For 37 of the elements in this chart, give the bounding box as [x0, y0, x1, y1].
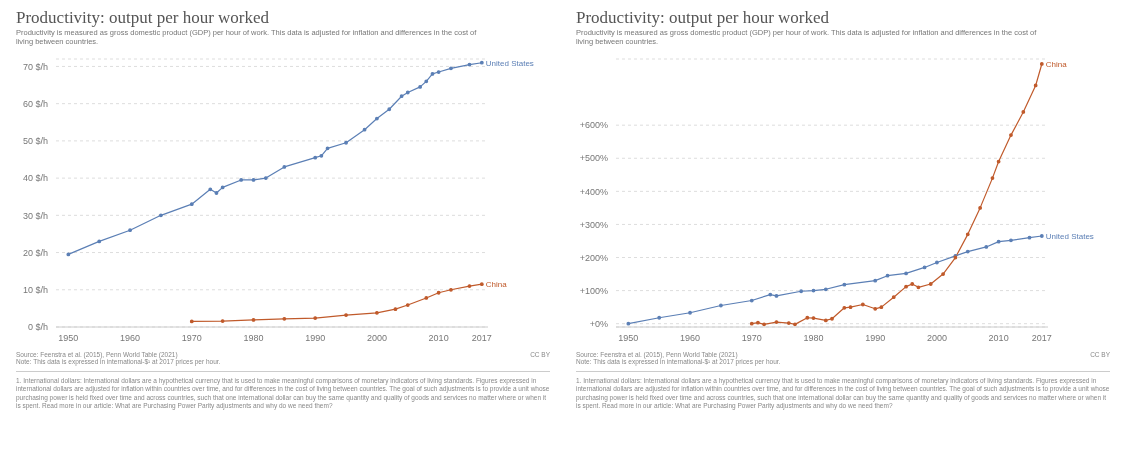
y-tick-label: +400% [579, 186, 608, 197]
x-tick-label: 2000 [366, 333, 387, 344]
chart-title: Productivity: output per hour worked [576, 8, 831, 28]
x-tick-label: 2017 [1031, 333, 1052, 344]
y-tick-label: +0% [589, 318, 608, 329]
y-tick-label: +100% [579, 285, 608, 296]
series-label: China [1045, 59, 1068, 69]
x-tick-label: 1970 [741, 333, 762, 344]
x-tick-label: 1970 [181, 333, 202, 344]
x-tick-label: 1950 [618, 333, 639, 344]
x-tick-label: 1980 [803, 333, 824, 344]
x-tick-label: 2000 [926, 333, 947, 344]
y-tick-label: 30 $/h [22, 210, 48, 221]
y-tick-label: 70 $/h [22, 61, 48, 72]
x-tick-label: 2017 [471, 333, 492, 344]
y-tick-label: +500% [579, 153, 608, 164]
y-tick-label: 60 $/h [22, 98, 48, 109]
x-tick-label: 1980 [243, 333, 264, 344]
y-tick-label: 20 $/h [22, 247, 48, 258]
series-label: China [485, 279, 508, 289]
x-tick-label: 2010 [988, 333, 1009, 344]
x-tick-label: 2010 [428, 333, 449, 344]
x-tick-label: 1950 [58, 333, 79, 344]
chart-title: Productivity: output per hour worked [16, 8, 271, 28]
y-tick-label: +200% [579, 252, 608, 263]
series-label: United States [1045, 231, 1094, 241]
x-tick-label: 1960 [120, 333, 141, 344]
x-tick-label: 1960 [680, 333, 701, 344]
y-tick-label: 40 $/h [22, 173, 48, 184]
y-tick-label: 10 $/h [22, 284, 48, 295]
y-tick-label: 50 $/h [22, 135, 48, 146]
x-tick-label: 1990 [865, 333, 886, 344]
y-tick-label: +300% [579, 219, 608, 230]
series-label: United States [485, 58, 534, 68]
x-tick-label: 1990 [305, 333, 326, 344]
y-tick-label: +600% [579, 120, 608, 131]
y-tick-label: 0 $/h [27, 321, 48, 332]
